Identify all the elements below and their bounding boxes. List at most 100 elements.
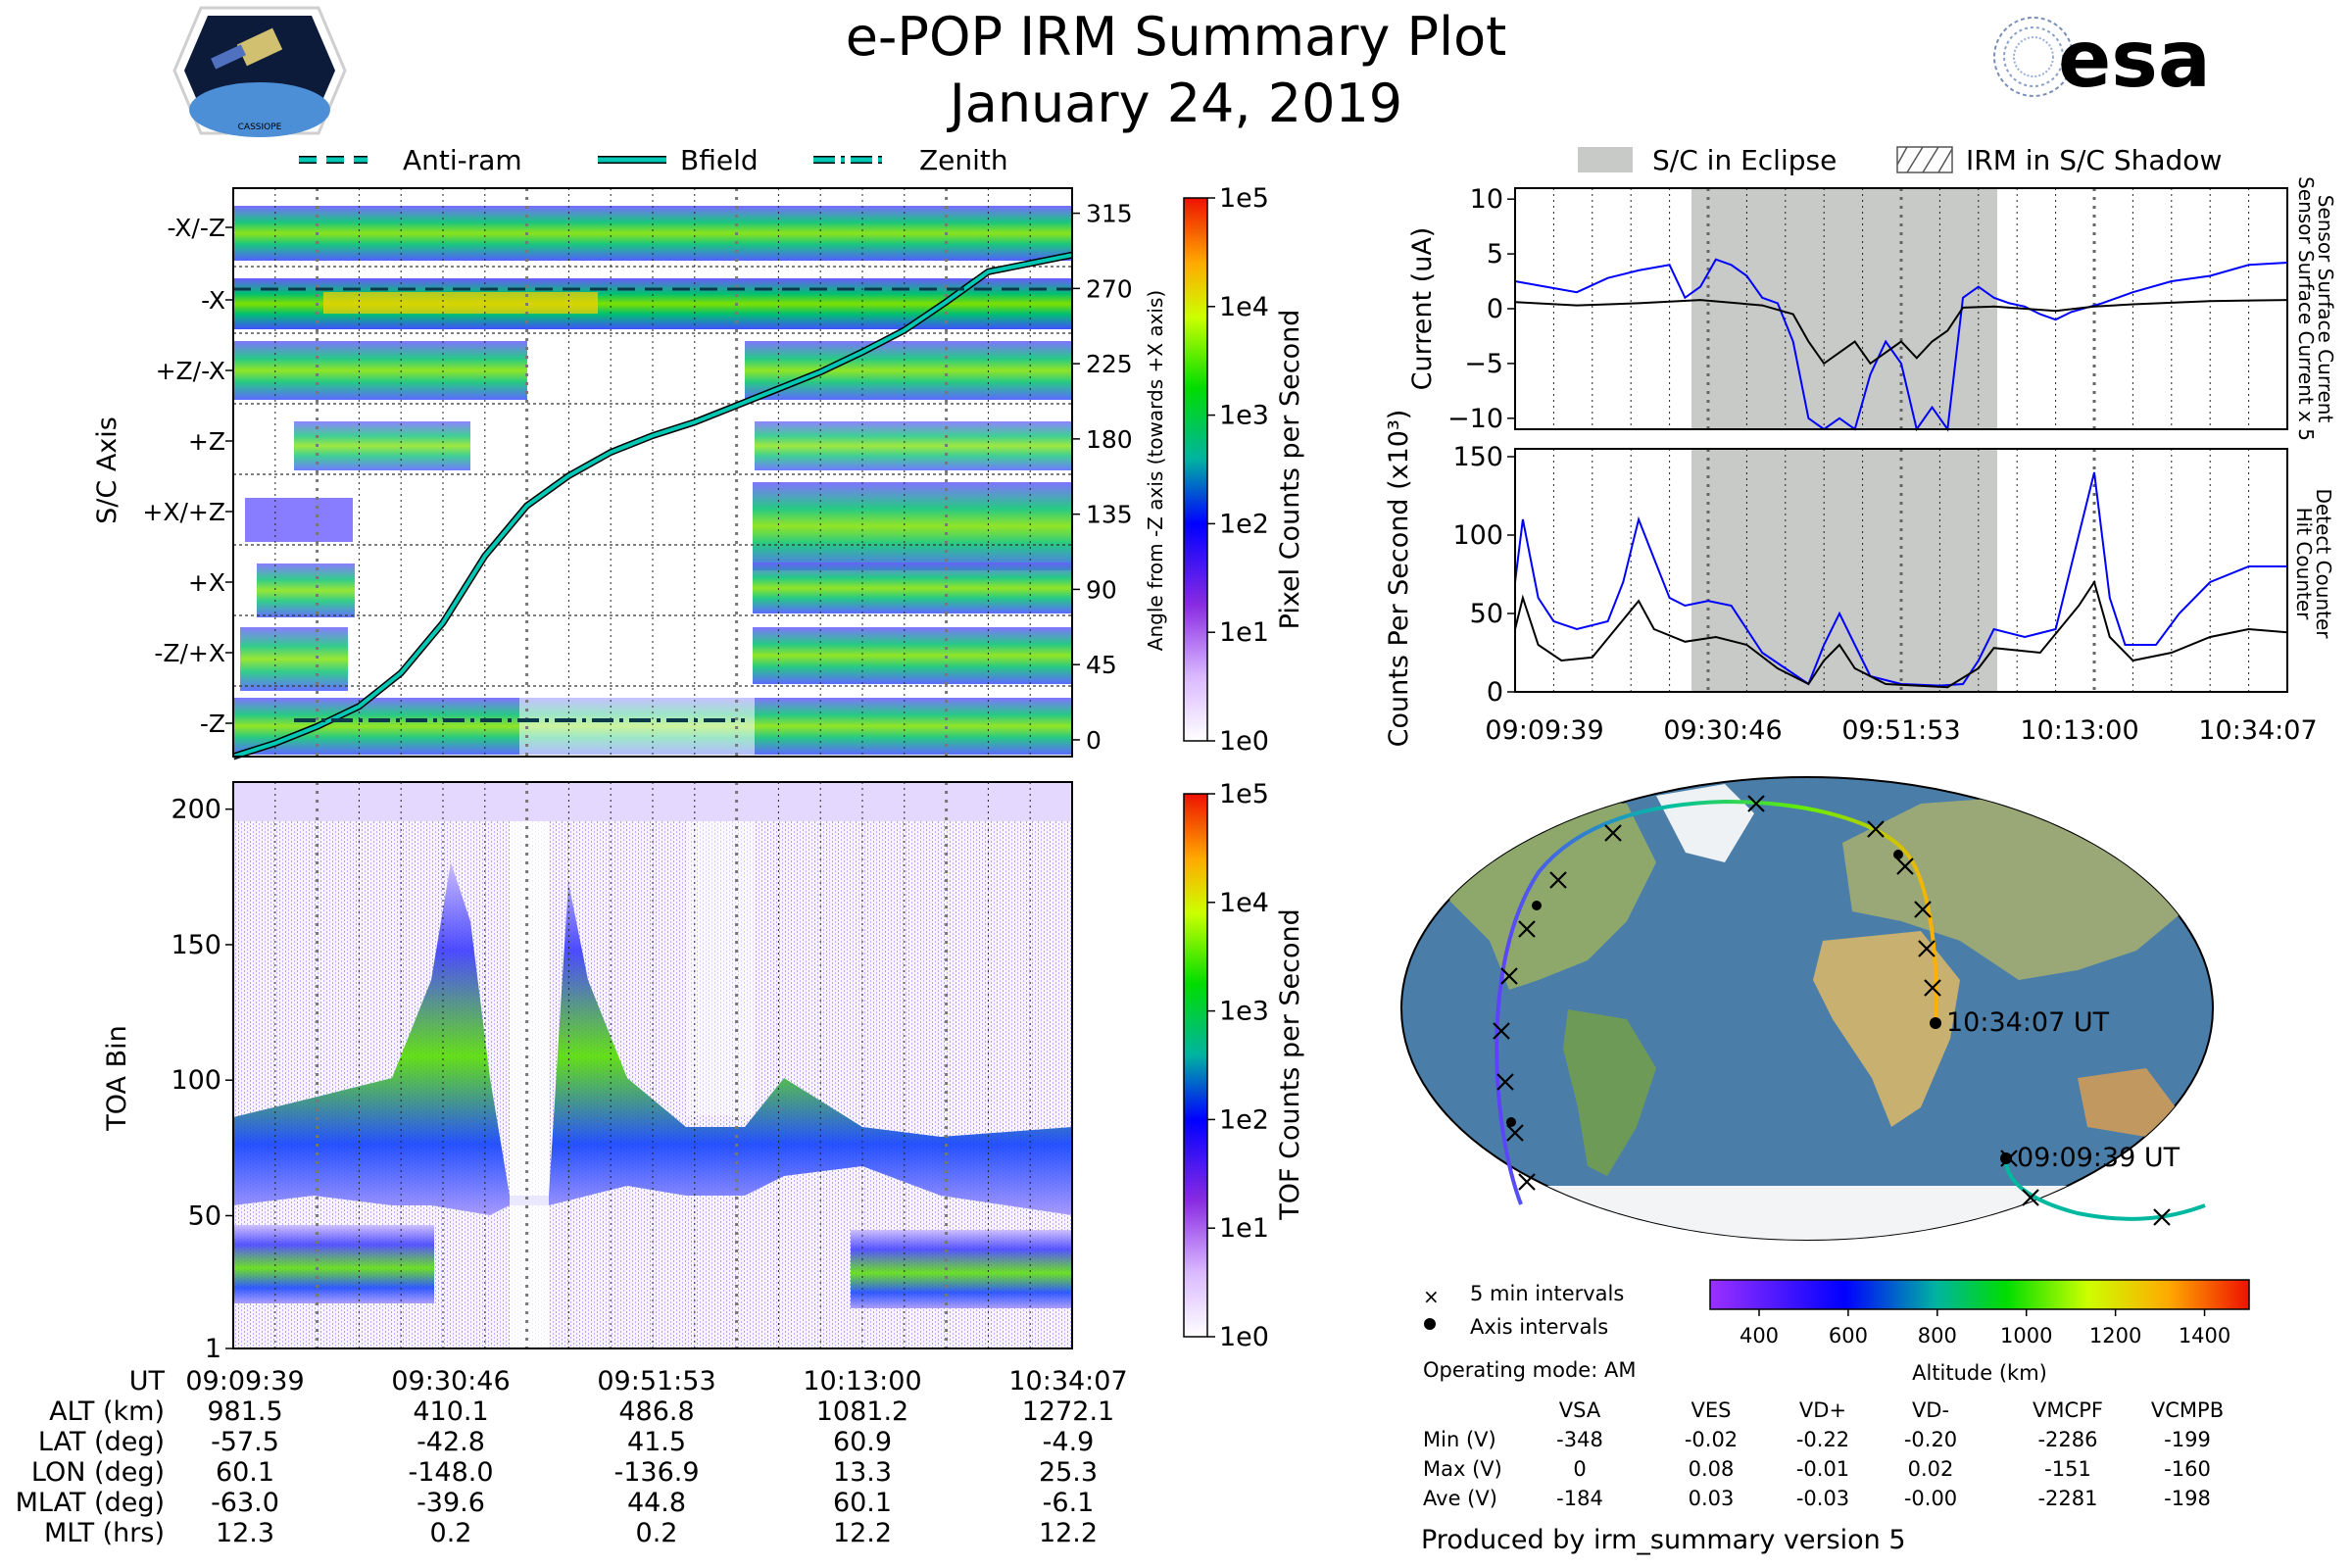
- current-tick-label: 10: [1470, 184, 1503, 215]
- angle-tick-label: 225: [1086, 350, 1133, 378]
- ephemeris-cell: 410.1: [413, 1396, 488, 1427]
- operating-mode: Operating mode: AM: [1423, 1358, 1636, 1382]
- ephemeris-cell: 1272.1: [1022, 1396, 1114, 1427]
- colorbar-tick-label: 1e2: [1219, 1104, 1269, 1135]
- counts-eclipse-region: [1691, 449, 1997, 692]
- colorbar-tick-label: 1e1: [1219, 1213, 1269, 1244]
- counts-tick-label: 50: [1470, 599, 1503, 629]
- voltage-table: VSA VES VD+ VD- VMCPF VCMPB Min (V) -348 -0.02 -0…: [1423, 1398, 2224, 1510]
- altitude-colorbar-label: Altitude (km): [1912, 1361, 2047, 1385]
- pixel-counts-colorbar: 1e0 1e1 1e2 1e3 1e4 1e5 Pixel Counts per Seco…: [1183, 183, 1305, 757]
- axis-row-label: +X/+Z: [142, 498, 225, 526]
- ephemeris-cell: -42.8: [416, 1427, 485, 1457]
- altitude-colorbar: 400 600 800 1000 1200 1400 Altitude (km): [1709, 1279, 2250, 1385]
- toa-low-band-right: [851, 1230, 1072, 1308]
- sc-axis-ylabel: S/C Axis: [92, 416, 122, 524]
- ephemeris-cell: 41.5: [627, 1427, 686, 1457]
- colorbar-tick-label: 1e3: [1219, 997, 1269, 1027]
- ephemeris-cell: -57.5: [211, 1427, 279, 1457]
- legend-bfield: Bfield: [680, 144, 759, 176]
- counts-tick-label: 0: [1487, 677, 1503, 708]
- start-point-label: 09:09:39 UT: [2017, 1143, 2180, 1173]
- colorbar-tick-label: 1e0: [1219, 726, 1269, 757]
- ephemeris-cell: 12.3: [216, 1518, 274, 1548]
- current-grid: [1552, 188, 2250, 429]
- axis-interval-dot: [1506, 1117, 1516, 1127]
- counts-y-ticks: 150 100 50 0: [1452, 442, 1515, 708]
- current-right-label-blue: Sensor Surface Current x 5: [2294, 176, 2318, 441]
- five-min-cross: [1518, 920, 1536, 938]
- voltage-cell: -151: [2044, 1457, 2091, 1481]
- colorbar-tick-label: 1e4: [1219, 292, 1269, 322]
- current-tick-label: 0: [1487, 294, 1503, 324]
- ephemeris-cell: 25.3: [1039, 1457, 1098, 1488]
- voltage-cell: -199: [2164, 1428, 2211, 1451]
- five-min-cross: [1549, 871, 1567, 889]
- counts-ylabel-text: Counts Per Second (x10³): [1384, 410, 1414, 748]
- ephemeris-cell: -148.0: [408, 1457, 493, 1488]
- map-legend: × 5 min intervals Axis intervals: [1423, 1282, 1624, 1339]
- voltage-cell: -2281: [2037, 1487, 2097, 1510]
- current-ylabel: Current (uA): [1407, 227, 1438, 391]
- colorbar-tick-label: 1e5: [1219, 183, 1269, 214]
- current-tick-label: 5: [1487, 239, 1503, 270]
- axis-row-label: -X: [201, 286, 225, 315]
- ephemeris-cell: 09:09:39: [185, 1366, 304, 1396]
- ephemeris-cell: 60.9: [833, 1427, 892, 1457]
- ephemeris-cell: 12.2: [1039, 1518, 1098, 1548]
- pixel-colorbar-label: Pixel Counts per Second: [1275, 310, 1305, 630]
- counts-frame: [1514, 448, 2288, 693]
- pixel-colorbar-ticks: 1e0 1e1 1e2 1e3 1e4 1e5: [1207, 183, 1269, 757]
- sc-axis-vertical-grid: [274, 188, 1031, 757]
- ephemeris-cell: 60.1: [216, 1457, 274, 1488]
- counts-ylabel: Counts Per Second (x10³): [1384, 410, 1414, 748]
- ephemeris-cell: 09:51:53: [597, 1366, 715, 1396]
- angle-tick-label: 180: [1086, 425, 1133, 454]
- dot-symbol: [1424, 1318, 1436, 1330]
- voltage-cell: -0.22: [1796, 1428, 1849, 1451]
- figure-date: January 24, 2019: [947, 73, 1402, 134]
- current-panel: 10 5 0 −5 −10 Current (uA) Sensor Surface Cu…: [1407, 176, 2337, 441]
- angle-tick-label: 270: [1086, 274, 1133, 303]
- counts-right-label-blue: Detect Counter: [2312, 489, 2335, 640]
- altitude-colorbar-ticks: 400 600 800 1000 1200 1400: [1740, 1309, 2230, 1348]
- counts-x-tick-label: 09:30:46: [1663, 715, 1782, 746]
- header: e-POP IRM Summary Plot January 24, 2019: [846, 6, 1507, 134]
- ephemeris-cell: -39.6: [416, 1488, 485, 1518]
- orbit-map: 10:34:07 UT 09:09:39 UT: [1400, 776, 2214, 1241]
- counts-x-tick-label: 09:51:53: [1841, 715, 1960, 746]
- orbit-track-south: [2003, 1157, 2206, 1221]
- altitude-tick-label: 800: [1918, 1324, 1957, 1348]
- current-eclipse-region: [1691, 188, 1997, 429]
- ephemeris-row-label: MLAT (deg): [16, 1488, 165, 1518]
- counts-x-tick-label: 09:09:39: [1485, 715, 1603, 746]
- legend-antiram: Anti-ram: [403, 144, 522, 176]
- orbit-track-north: [1494, 799, 1938, 1205]
- voltage-cell: -0.20: [1904, 1428, 1957, 1451]
- five-min-cross: [1747, 795, 1765, 812]
- axis-row-label: +Z: [188, 427, 225, 456]
- voltage-cell: 0.08: [1689, 1457, 1735, 1481]
- legend-shadow: IRM in S/C Shadow: [1966, 144, 2222, 176]
- esa-logo: esa: [1993, 14, 2211, 105]
- cassiope-logo: CASSIOPE: [172, 6, 347, 137]
- ephemeris-cell: 09:30:46: [391, 1366, 510, 1396]
- angle-tick-label: 0: [1086, 726, 1102, 755]
- axis-row-label: -Z: [200, 710, 225, 738]
- ephemeris-cell: 0.2: [636, 1518, 678, 1548]
- voltage-cell: -160: [2164, 1457, 2211, 1481]
- toa-tick-label: 50: [188, 1200, 221, 1231]
- figure-title: e-POP IRM Summary Plot: [846, 6, 1507, 68]
- eclipse-swatch: [1578, 147, 1633, 172]
- voltage-cell: 0.02: [1908, 1457, 1954, 1481]
- ephemeris-row-label: MLT (hrs): [44, 1518, 165, 1548]
- voltage-cell: -0.03: [1796, 1487, 1849, 1510]
- altitude-tick-label: 1400: [2179, 1324, 2230, 1348]
- sc-axis-frame: [232, 187, 1073, 758]
- ephemeris-cell: 60.1: [833, 1488, 892, 1518]
- colorbar-tick-label: 1e3: [1219, 401, 1269, 431]
- colorbar-tick-label: 1e2: [1219, 509, 1269, 539]
- tof-colorbar-ticks: 1e0 1e1 1e2 1e3 1e4 1e5: [1207, 779, 1269, 1352]
